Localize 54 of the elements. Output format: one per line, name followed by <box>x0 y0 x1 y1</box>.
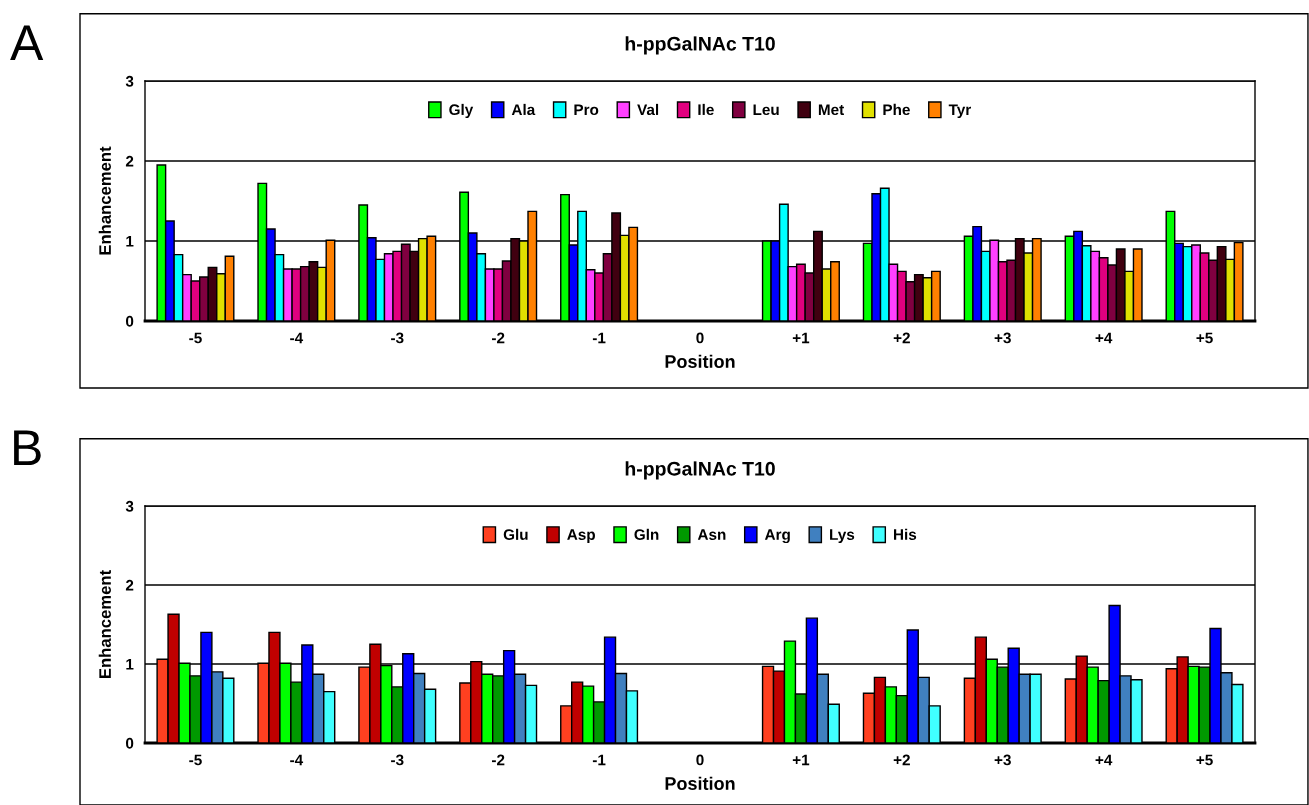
legend-label: Asn <box>697 529 726 540</box>
x-tick-label: -5 <box>189 754 202 766</box>
x-axis-title: Position <box>665 354 735 368</box>
x-tick-label: +1 <box>792 754 810 766</box>
legend-label: Phe <box>883 103 910 116</box>
legend-label: Ile <box>698 103 714 116</box>
text: A <box>10 25 44 60</box>
legend-label: Asp <box>567 529 595 544</box>
x-tick-label: +3 <box>994 332 1011 344</box>
legend-label: Ala <box>511 103 536 116</box>
legend-label: Gly <box>449 103 474 119</box>
y-axis-title: Enhancement <box>98 146 111 255</box>
y-axis-title: Enhancement <box>98 570 111 679</box>
y-tick-label: 0 <box>126 315 134 327</box>
x-tick-label: -2 <box>491 754 505 766</box>
legend-label: His <box>894 528 917 540</box>
x-tick-label: 0 <box>696 754 704 766</box>
y-tick-label: 3 <box>125 75 134 87</box>
y-tick-label: 3 <box>125 500 134 512</box>
legend-label: Tyr <box>948 104 972 119</box>
x-axis-title: Position <box>665 776 735 790</box>
x-tick-label: -3 <box>391 754 404 766</box>
x-tick-label: -1 <box>592 332 606 344</box>
legend-label: Leu <box>753 104 779 116</box>
x-tick-label: -4 <box>290 332 304 344</box>
x-tick-label: 0 <box>696 332 704 344</box>
x-tick-label: -4 <box>290 754 304 766</box>
x-tick-label: -5 <box>189 332 202 344</box>
x-tick-label: +4 <box>1095 754 1113 766</box>
chart-title: h-ppGalNAc T10 <box>625 36 775 55</box>
x-tick-label: -2 <box>491 332 505 344</box>
x-tick-label: +3 <box>994 754 1011 766</box>
legend-label: Arg <box>764 529 790 544</box>
legend-label: Glu <box>503 528 528 540</box>
x-tick-label: +1 <box>792 332 810 344</box>
x-tick-label: +4 <box>1095 332 1113 344</box>
x-tick-label: +2 <box>893 754 910 766</box>
legend-label: Pro <box>574 104 599 116</box>
y-tick-label: 1 <box>126 236 134 247</box>
text: B <box>14 430 41 465</box>
x-tick-label: -3 <box>391 332 404 344</box>
legend-label: Met <box>818 104 845 116</box>
x-tick-label: -1 <box>592 754 606 766</box>
legend-label: Gln <box>634 528 659 540</box>
y-tick-label: 2 <box>125 579 134 591</box>
x-tick-label: +5 <box>1196 754 1213 766</box>
y-tick-label: 2 <box>125 155 134 167</box>
y-tick-label: 0 <box>126 737 134 749</box>
legend-label: Lys <box>830 529 855 544</box>
chart-title: h-ppGalNAc T10 <box>625 461 775 480</box>
legend-label: Val <box>637 103 659 116</box>
x-tick-label: +5 <box>1196 332 1213 344</box>
x-tick-label: +2 <box>893 332 910 344</box>
y-tick-label: 1 <box>126 659 134 670</box>
